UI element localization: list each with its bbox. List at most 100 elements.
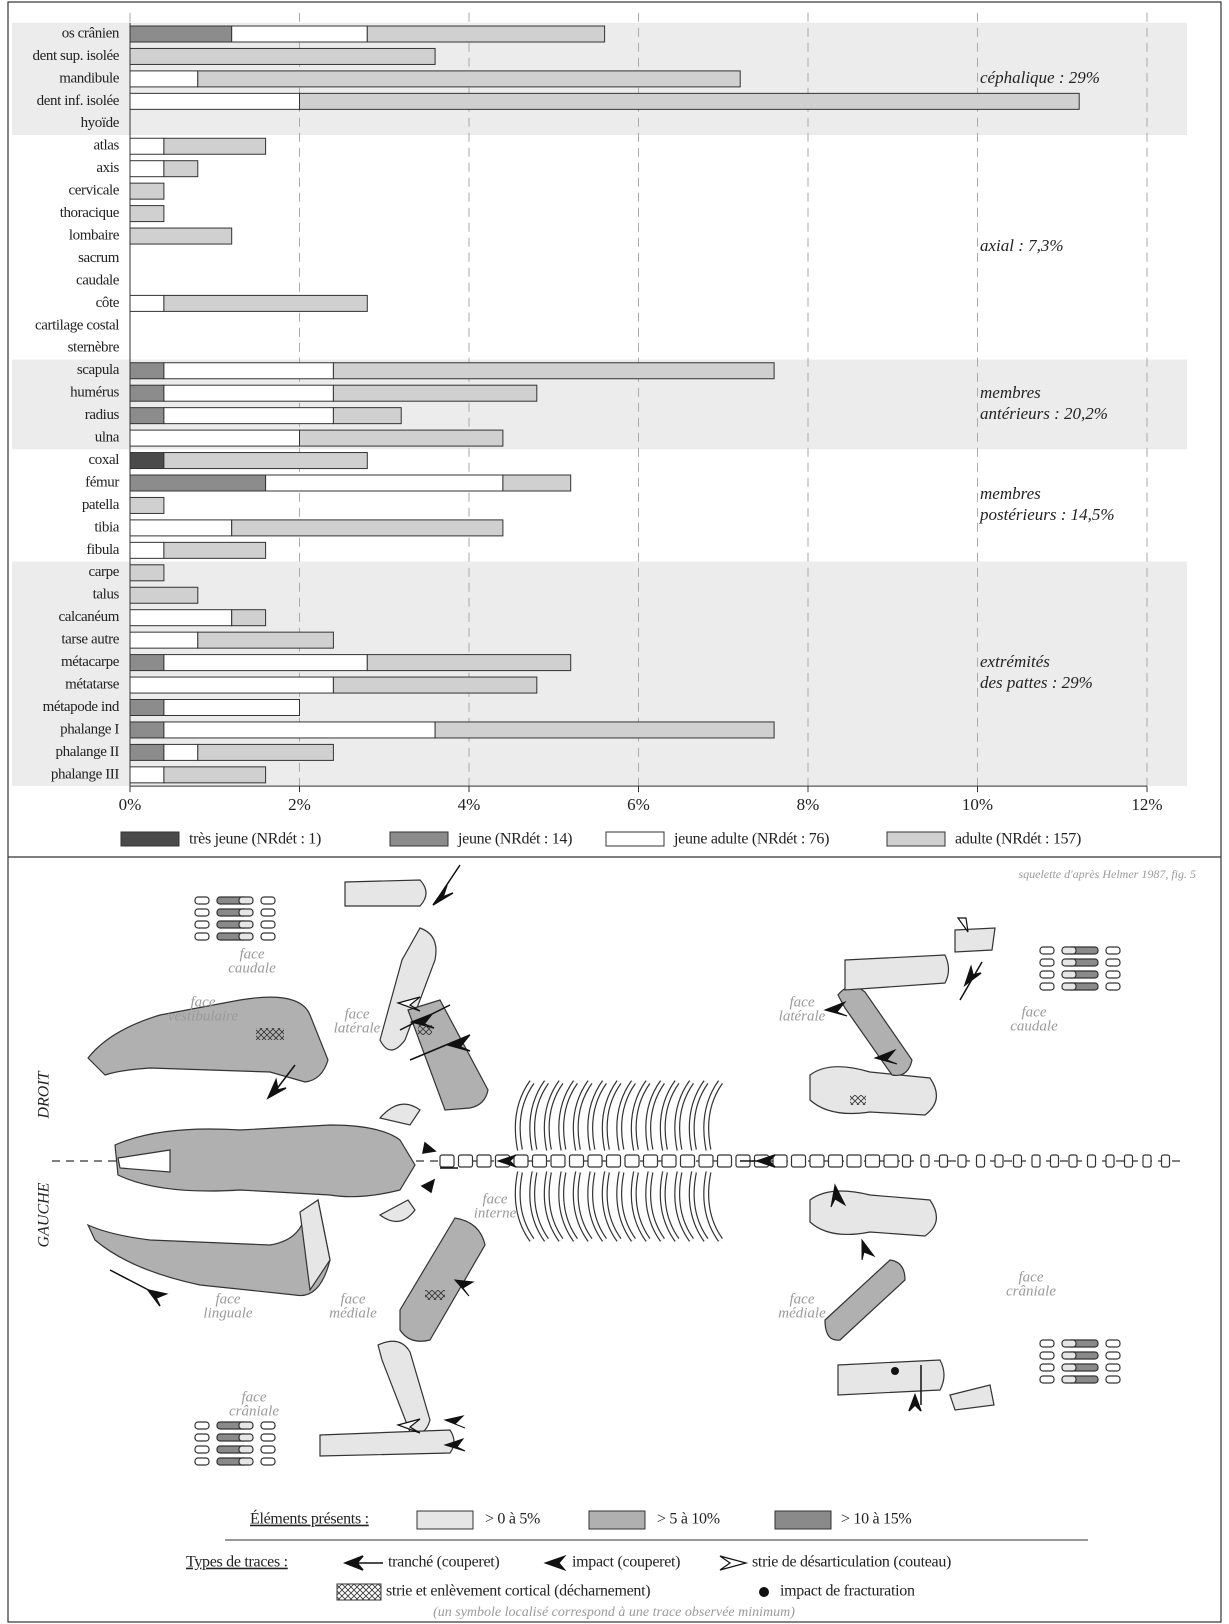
bar-segment xyxy=(129,474,267,492)
scapula xyxy=(407,999,489,1111)
bar-segment xyxy=(163,384,334,402)
y-tick-label: phalange I xyxy=(60,721,119,737)
bar-segment xyxy=(197,70,741,88)
y-tick-label: caudale xyxy=(76,272,120,288)
toe-bone xyxy=(1061,970,1077,979)
trace-mark xyxy=(823,1000,898,1065)
bar-segment xyxy=(129,766,165,784)
face-label: face xyxy=(191,994,216,1010)
bar-segment xyxy=(129,362,165,380)
trace-mark xyxy=(266,1064,296,1100)
toe-bone xyxy=(1039,1351,1055,1360)
group-label: céphalique : 29% xyxy=(980,68,1100,87)
vertebra xyxy=(920,1154,930,1168)
rib xyxy=(689,1080,708,1151)
rib xyxy=(515,1080,534,1151)
vertebra xyxy=(1142,1154,1152,1168)
face-label: latérale xyxy=(779,1008,826,1024)
trace-mark xyxy=(740,1154,776,1168)
skeleton-diagram: squelette d'après Helmer 1987, fig. 5 DR… xyxy=(36,864,1196,1620)
face-label: face xyxy=(1019,1269,1044,1285)
y-tick-label: dent sup. isolée xyxy=(32,48,119,64)
trace-mark xyxy=(908,1365,922,1412)
vertebra xyxy=(587,1154,603,1168)
bar-segment xyxy=(299,429,504,447)
mandible-tip xyxy=(299,1199,331,1292)
vertebra xyxy=(827,1154,844,1168)
y-tick-label: tibia xyxy=(94,519,119,535)
toe-bone xyxy=(238,1457,254,1466)
x-tick-label: 8% xyxy=(797,795,820,814)
toe-bone xyxy=(1061,1339,1077,1348)
group-label: axial : 7,3% xyxy=(980,236,1064,255)
skull xyxy=(114,1124,416,1198)
toe-bone xyxy=(1039,958,1055,967)
bar-segment xyxy=(129,699,165,716)
bar-segment xyxy=(129,631,199,649)
rib xyxy=(617,1171,635,1242)
vertebra xyxy=(716,1154,733,1168)
bar-segment xyxy=(129,743,165,761)
y-tick-label: lombaire xyxy=(69,227,120,243)
rib xyxy=(530,1171,548,1242)
feet xyxy=(194,896,1121,1466)
rib xyxy=(544,1080,563,1151)
rib xyxy=(660,1171,679,1242)
vertebra xyxy=(513,1154,529,1168)
trace-mark xyxy=(409,1034,471,1061)
mandible xyxy=(87,996,329,1083)
toe-bone xyxy=(194,1445,210,1454)
legend-symbol xyxy=(719,1555,749,1571)
bar-segment xyxy=(197,631,334,649)
y-tick-label: côte xyxy=(96,295,120,311)
y-tick-label: humérus xyxy=(70,385,119,401)
rib xyxy=(704,1080,722,1151)
femur xyxy=(824,1259,906,1341)
face-label: caudale xyxy=(228,960,276,976)
bar-segment xyxy=(163,452,368,470)
vertebra xyxy=(1123,1154,1134,1168)
bar-segment xyxy=(163,160,199,178)
rib xyxy=(660,1080,679,1151)
group-label: extrémités xyxy=(980,652,1050,671)
rib xyxy=(573,1171,592,1242)
vertebra xyxy=(864,1154,881,1168)
face-label: face xyxy=(341,1291,366,1307)
face-label: médiale xyxy=(778,1305,826,1321)
y-tick-label: mandibule xyxy=(59,70,119,86)
legend-swatch xyxy=(588,1510,646,1530)
y-tick-label: hyoïde xyxy=(81,115,120,131)
bar-segment xyxy=(129,205,165,223)
toe-bone xyxy=(194,1457,210,1466)
bar-segment xyxy=(163,541,267,559)
mandible xyxy=(86,1198,331,1297)
pelvis xyxy=(809,1066,937,1116)
x-tick-label: 12% xyxy=(1131,795,1162,814)
rib xyxy=(631,1171,650,1242)
bar-segment xyxy=(163,721,436,739)
tibia xyxy=(844,954,950,991)
vertebra xyxy=(439,1154,455,1168)
toe-bone xyxy=(1039,946,1055,955)
vertebra xyxy=(957,1154,967,1168)
toe-bone xyxy=(194,1433,210,1442)
bar-segment xyxy=(129,25,233,43)
rib xyxy=(704,1171,722,1242)
y-tick-label: atlas xyxy=(94,138,120,154)
rib xyxy=(689,1171,708,1242)
group-label: membres xyxy=(980,484,1041,503)
toe-bone xyxy=(238,920,254,929)
bar-segment xyxy=(163,743,199,761)
toe-bone xyxy=(238,1445,254,1454)
bar-segment xyxy=(129,496,165,514)
toe-bone xyxy=(260,896,276,905)
y-tick-label: coxal xyxy=(89,452,120,468)
y-tick-label: fibula xyxy=(86,542,119,558)
x-tick-label: 2% xyxy=(288,795,311,814)
trace-mark xyxy=(443,1415,466,1452)
toe-bone xyxy=(260,1445,276,1454)
bar-segment xyxy=(129,92,300,110)
legend-swatch xyxy=(120,831,180,847)
rib xyxy=(573,1080,592,1151)
